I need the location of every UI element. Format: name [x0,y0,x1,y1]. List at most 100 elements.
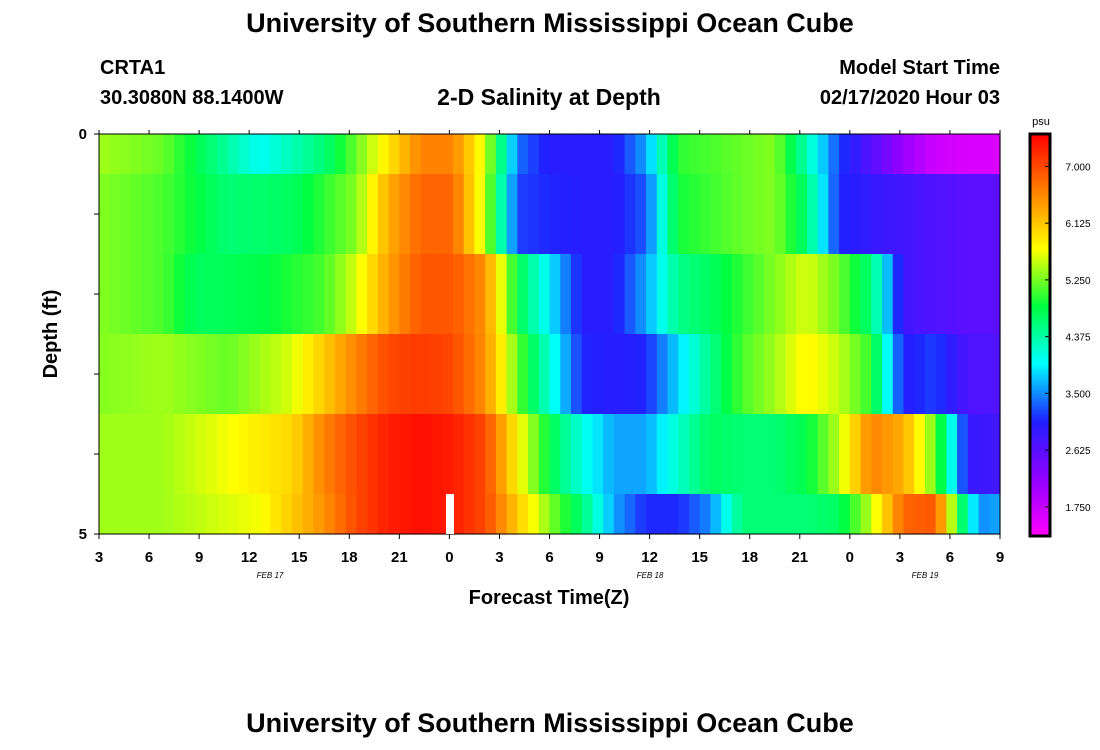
heatmap-cell [377,174,390,255]
heatmap-cell [613,254,626,335]
heatmap-cell [367,494,379,535]
heatmap-cell [549,494,561,535]
heatmap-cell [184,134,197,175]
x-tick-label: 18 [741,549,758,566]
heatmap-cell [817,334,829,415]
heatmap-cell [613,414,626,495]
x-tick-label: 12 [641,549,658,566]
heatmap-cell [774,414,787,495]
heatmap-cell [377,414,390,495]
heatmap-cell [796,494,808,535]
heatmap-cell [935,134,947,175]
x-tick-label: 18 [341,549,358,566]
heatmap-cell [99,134,111,175]
heatmap-cell [560,134,572,175]
colorbar-tick-label: 2.625 [1065,446,1090,457]
heatmap-cell [195,174,207,255]
heatmap-cell [839,494,851,535]
heatmap-cell [646,174,658,255]
heatmap-cell [796,254,808,335]
heatmap-cell [839,174,851,255]
date-label: FEB 18 [637,571,664,580]
heatmap-cell [249,414,261,495]
heatmap-cell [903,134,915,175]
heatmap-cell [892,494,905,535]
heatmap-cell [656,414,669,495]
heatmap-cell [367,334,379,415]
heatmap-cell [678,134,690,175]
heatmap-cell [753,414,765,495]
heatmap-cell [581,174,594,255]
heatmap-cell [742,174,754,255]
heatmap-cell [141,334,154,415]
heatmap-cell [367,134,379,175]
heatmap-cell [538,414,551,495]
heatmap-cell [581,334,594,415]
heatmap-cell [152,414,164,495]
heatmap-cell [635,494,647,535]
heatmap-cell [688,254,701,335]
heatmap-cell [131,414,143,495]
heatmap-cell [399,174,411,255]
heatmap-cell [957,134,969,175]
heatmap-cell [839,334,851,415]
heatmap-cell [806,494,819,535]
heatmap-cell [163,174,175,255]
heatmap-cell [410,254,422,335]
heatmap-cell [270,494,282,535]
x-tick-label: 9 [595,549,603,566]
heatmap-cell [570,334,583,415]
heatmap-cell [131,174,143,255]
heatmap-cell [410,174,422,255]
heatmap-cell [989,134,1001,175]
heatmap-cell [163,414,175,495]
heatmap-cell [420,334,433,415]
heatmap-cell [753,174,765,255]
x-tick-label: 21 [791,549,808,566]
heatmap-cell [195,494,207,535]
heatmap-cell [420,414,433,495]
heatmap-cell [967,134,980,175]
heatmap-cell [538,134,551,175]
heatmap-cell [152,254,164,335]
heatmap-cell [281,334,293,415]
heatmap-cell [914,494,926,535]
heatmap-cell [195,414,207,495]
heatmap-cell [495,494,508,535]
heatmap-cell [978,254,990,335]
heatmap-cell [774,174,787,255]
heatmap-cell [624,174,636,255]
heatmap-cell [560,174,572,255]
heatmap-cell [388,134,400,175]
heatmap-cell [592,174,604,255]
heatmap-cell [452,134,465,175]
heatmap-cell [871,174,883,255]
heatmap-cell [506,254,518,335]
heatmap-cell [560,414,572,495]
date-label: FEB 19 [912,571,939,580]
heatmap-cell [592,254,604,335]
heatmap-cell [324,174,336,255]
heatmap-cell [431,494,443,535]
heatmap-cell [452,174,465,255]
station-coords: 30.3080N 88.1400W [100,87,284,109]
heatmap-cell [259,414,272,495]
heatmap-cell [485,494,497,535]
heatmap-cell [828,254,840,335]
heatmap-cell [184,174,197,255]
heatmap-cell [270,254,282,335]
heatmap-cell [249,134,261,175]
x-tick-label: 6 [145,549,153,566]
heatmap-cell [356,174,368,255]
heatmap-cell [399,414,411,495]
heatmap-cell [978,494,990,535]
heatmap-cell [678,254,690,335]
heatmap-cell [667,254,679,335]
heatmap-cell [892,174,905,255]
heatmap-cell [410,494,422,535]
heatmap-cell [420,134,433,175]
heatmap-cell [528,494,540,535]
heatmap-cell [839,254,851,335]
heatmap-cell [463,414,476,495]
heatmap-cell [731,414,744,495]
